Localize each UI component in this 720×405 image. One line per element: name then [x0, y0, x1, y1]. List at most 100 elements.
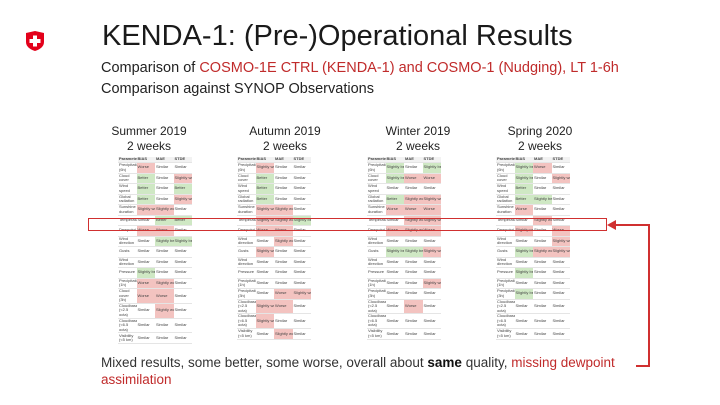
result-cell: Slightly better — [514, 246, 533, 258]
table-header-row: ParameterBIASMAESTDE — [237, 157, 311, 163]
table-row: TemperatureSimilarSlightly worseSlightly… — [367, 215, 441, 226]
table-row: Cloudbase (<6.5 octa)Slightly worseSimil… — [237, 313, 311, 330]
result-cell: Similar — [404, 267, 423, 279]
table-header-cell: STDE — [292, 157, 311, 163]
result-cell: Better — [514, 183, 533, 195]
result-cell: Similar — [422, 288, 441, 300]
result-cell: Similar — [155, 183, 174, 195]
result-cell: Similar — [385, 328, 404, 340]
parameter-cell: Temperature — [496, 215, 515, 226]
parameter-cell: Global radiation — [237, 194, 256, 205]
parameter-cell: Precipitation (6h) — [496, 162, 515, 174]
result-cell: Slightly worse — [404, 194, 423, 205]
result-cell: Similar — [514, 313, 533, 330]
table-row: Sunshine duration Worse Similar Similar — [496, 204, 570, 216]
result-cell: Similar — [255, 267, 274, 279]
table-row: Wind direction Similar Similar Similar — [118, 257, 192, 268]
table-header-cell: STDE — [551, 157, 570, 163]
parameter-cell: Wind direction — [496, 236, 515, 247]
parameter-cell: Wind speed — [367, 183, 386, 195]
result-cell: Slightly better — [422, 162, 441, 174]
parameter-cell: Cloudbase (<6.5 octa) — [118, 318, 137, 334]
result-cell: Slightly worse — [422, 278, 441, 289]
result-cell: Worse — [136, 278, 155, 289]
table-header-cell: Parameter — [496, 157, 515, 163]
result-cell: Similar — [514, 278, 533, 289]
result-cell: Slightly better — [136, 267, 155, 279]
table-row: Cloudbase (<2.5 octa) Similar Worse Similar — [367, 299, 441, 315]
result-cell: Similar — [292, 313, 311, 330]
result-cell: Better — [173, 183, 192, 195]
parameter-cell: Precipitation (1h) — [237, 278, 256, 289]
result-cell: Similar — [274, 313, 293, 330]
table-row: Cloud cover Better Similar Similar — [237, 173, 311, 184]
parameter-cell: Cloud cover (3h) — [118, 288, 137, 304]
results-table-autumn: ParameterBIASMAESTDEPrecipitation (6h)Sl… — [237, 157, 311, 340]
table-header-row: ParameterBIASMAESTDE — [496, 157, 570, 163]
result-cell: Slightly worse — [255, 313, 274, 330]
result-cell: Similar — [155, 194, 174, 205]
table-row: Visibility (<5 km) Similar Similar Similar — [496, 328, 570, 340]
table-row: Wind direction Similar Similar Similar — [496, 257, 570, 268]
result-cell: Better — [155, 215, 174, 226]
table-row: TemperatureSimilarSlightly worseSimilar — [496, 215, 570, 226]
result-cell: Similar — [533, 204, 552, 216]
table-row: Cloudbase (<6.5 octa) Similar Similar Simil… — [496, 313, 570, 330]
result-cell: Similar — [136, 303, 155, 319]
table-row: Pressure Similar Similar Similar — [237, 267, 311, 279]
parameter-cell: Precipitation (1h) — [118, 278, 137, 289]
result-cell: Similar — [155, 267, 174, 279]
parameter-cell: Visibility (<5 km) — [118, 332, 137, 344]
arrow-line-horizontal — [615, 224, 650, 226]
result-cell: Slightly worse — [155, 204, 174, 216]
table-row: Cloudbase (<6.5 octa) Similar Similar Simil… — [367, 313, 441, 330]
result-cell: Similar — [292, 236, 311, 247]
table-row: Precipitation (6h)Slightly worseSimilarS… — [237, 162, 311, 174]
table-row: Precipitation (6h)Slightly betterWorseSi… — [496, 162, 570, 174]
table-header-cell: MAE — [533, 157, 552, 163]
arrowhead-icon — [607, 220, 616, 230]
result-cell: Similar — [422, 257, 441, 268]
result-cell: Similar — [292, 299, 311, 315]
parameter-cell: Sunshine duration — [367, 204, 386, 216]
result-cell: Similar — [255, 328, 274, 340]
result-cell: Similar — [385, 236, 404, 247]
result-cell: Similar — [422, 236, 441, 247]
results-table-winter: ParameterBIASMAESTDEPrecipitation (6h)Sl… — [367, 157, 441, 340]
period-label-spring: Spring 2020 2 weeks — [507, 124, 573, 153]
parameter-cell: Precipitation (3h) — [237, 288, 256, 300]
result-cell: Similar — [292, 257, 311, 268]
table-header-cell: BIAS — [514, 157, 533, 163]
result-cell: Slightly better — [173, 236, 192, 247]
result-cell: Similar — [551, 328, 570, 340]
parameter-cell: Cloud cover — [367, 173, 386, 184]
parameter-cell: Sunshine duration — [118, 204, 137, 216]
result-cell: Similar — [533, 328, 552, 340]
result-cell: Similar — [274, 173, 293, 184]
result-cell: Slightly better — [514, 162, 533, 174]
arrow-line-vertical — [648, 224, 650, 366]
table-header-cell: Parameter — [118, 157, 137, 163]
result-cell: Similar — [136, 236, 155, 247]
result-cell: Slightly worse — [255, 162, 274, 174]
result-cell: Similar — [404, 162, 423, 174]
table-row: Global radiation Better Similar Similar — [237, 194, 311, 205]
parameter-cell: Precipitation (6h) — [237, 162, 256, 174]
page-title: KENDA-1: (Pre-)Operational Results — [102, 20, 573, 52]
result-cell: Slightly better — [514, 173, 533, 184]
swiss-cross-icon — [26, 31, 44, 51]
table-header-cell: Parameter — [237, 157, 256, 163]
parameter-cell: Sunshine duration — [237, 204, 256, 216]
subtitle-observations: Comparison against SYNOP Observations — [101, 81, 374, 97]
result-cell: Similar — [292, 183, 311, 195]
result-cell: Similar — [292, 162, 311, 174]
table-row: Cloudbase (<2.5 octa) Similar Similar Simil… — [496, 299, 570, 315]
